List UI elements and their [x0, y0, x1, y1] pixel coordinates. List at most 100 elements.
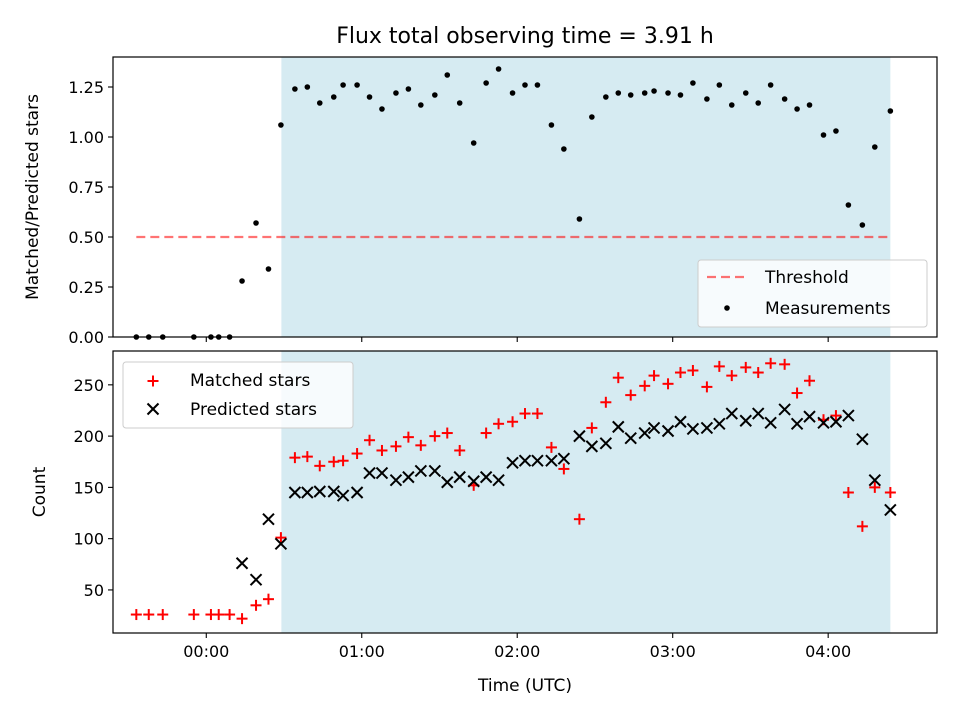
measurement-point	[716, 82, 723, 88]
predicted-point	[700, 421, 714, 435]
bottom-legend: Matched stars Predicted stars	[122, 361, 354, 429]
y-tick-label: 250	[73, 376, 104, 395]
measurement-point	[354, 82, 360, 88]
x-tick-label: 04:00	[805, 642, 851, 661]
bottom-axes-frame	[112, 350, 938, 634]
matched-point	[415, 439, 427, 451]
measurement-point	[432, 92, 438, 98]
measurement-point	[755, 100, 762, 106]
measurement-point	[340, 82, 346, 88]
matched-point	[480, 427, 492, 439]
legend-predicted-label: Predicted stars	[190, 400, 317, 420]
matched-point	[236, 613, 248, 625]
matched-point	[507, 416, 519, 428]
measurement-point	[534, 82, 541, 88]
predicted-point	[713, 417, 726, 431]
matched-point	[639, 380, 651, 392]
cross-stroke	[274, 537, 288, 550]
cross-stroke	[778, 403, 791, 416]
cross-stroke	[884, 503, 897, 517]
cross-stroke	[363, 466, 376, 480]
predicted-point	[518, 454, 532, 467]
bottom-series	[130, 357, 897, 625]
top-measurements	[133, 66, 894, 340]
predicted-point	[506, 456, 519, 469]
cross-stroke	[868, 474, 882, 487]
cross-stroke	[428, 464, 442, 478]
measurement-point	[316, 100, 323, 106]
cross-stroke	[389, 474, 403, 487]
matched-point	[662, 378, 674, 390]
x-tick-label: 00:00	[183, 642, 229, 661]
predicted-point	[624, 431, 637, 445]
matched-point	[402, 431, 414, 443]
matched-point	[454, 444, 466, 456]
cross-stroke	[288, 486, 302, 499]
y-tick-label: 0.50	[68, 228, 104, 247]
predicted-point	[531, 454, 544, 467]
measurement-point	[872, 144, 878, 150]
chart-title: Flux total observing time = 3.91 h	[336, 24, 714, 49]
measurement-point	[393, 90, 399, 96]
measurement-point	[239, 278, 245, 284]
y-tick-label: 100	[73, 530, 104, 549]
matched-point	[842, 487, 854, 499]
measurement-point	[589, 114, 595, 120]
measurement-point	[495, 66, 502, 72]
measurement-point	[253, 220, 259, 226]
measurement-point	[781, 96, 788, 102]
predicted-point	[492, 474, 505, 487]
matched-point	[301, 451, 313, 463]
predicted-point	[313, 485, 326, 498]
cross-stroke	[790, 417, 804, 431]
top-panel: 0.00 0.25 0.50 0.75 1.00 1.25 Matched/Predict…	[23, 56, 938, 347]
measurement-point	[690, 80, 696, 86]
predicted-point	[674, 415, 687, 428]
measurement-point	[845, 202, 852, 208]
cross-stroke	[327, 485, 340, 498]
matched-point	[752, 367, 764, 379]
measurement-point	[767, 82, 774, 88]
matched-point	[213, 609, 225, 621]
x-axis-label: Time (UTC)	[477, 676, 572, 696]
cross-stroke	[414, 464, 428, 478]
predicted-point	[557, 452, 571, 465]
cross-stroke	[350, 486, 364, 499]
matched-point	[441, 427, 453, 439]
measurement-point	[887, 108, 894, 114]
matched-point	[429, 430, 441, 442]
matched-point	[791, 387, 803, 399]
measurement-point	[366, 94, 373, 100]
measurement-point	[576, 216, 583, 222]
predicted-point	[764, 416, 777, 429]
predicted-point	[739, 414, 752, 427]
matched-point	[493, 418, 505, 430]
measurement-point	[456, 100, 463, 106]
matched-point	[648, 370, 660, 382]
cross-stroke	[686, 422, 700, 436]
cross-stroke	[638, 426, 651, 440]
legend-cross-marker	[146, 402, 160, 416]
measurement-point	[794, 106, 800, 112]
matched-point	[674, 367, 686, 379]
measurement-point	[418, 102, 424, 108]
predicted-point	[829, 415, 843, 428]
predicted-point	[402, 470, 415, 484]
cross-stroke	[829, 415, 843, 428]
matched-point	[130, 609, 142, 621]
predicted-point	[235, 557, 249, 570]
cross-stroke	[453, 470, 466, 484]
predicted-point	[479, 470, 493, 484]
cross-stroke	[856, 432, 869, 446]
matched-point	[224, 609, 236, 621]
bottom-panel: 50 100 150 200 250 00:00 01:00 02:00 03:00 04:00…	[30, 350, 938, 696]
measurement-point	[742, 90, 749, 96]
legend-predicted-swatch	[146, 402, 160, 416]
y-tick-label: 50	[84, 581, 104, 600]
measurement-point	[330, 94, 337, 100]
predicted-point	[467, 475, 480, 488]
measurement-point	[651, 88, 657, 94]
matched-point	[289, 452, 301, 464]
cross-stroke	[842, 409, 855, 422]
